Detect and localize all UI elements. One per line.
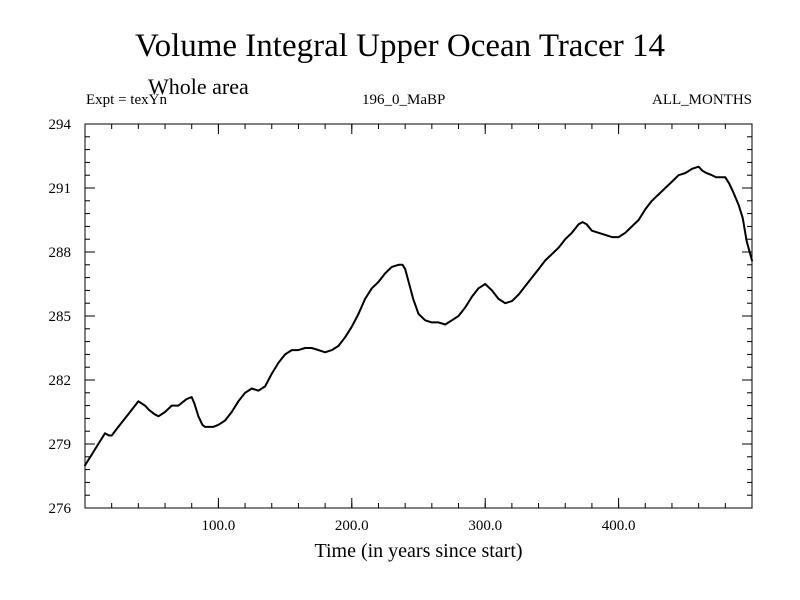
run-label: 196_0_MaBP xyxy=(362,92,446,108)
x-tick-label: 400.0 xyxy=(602,518,636,534)
months-label: ALL_MONTHS xyxy=(652,92,752,108)
chart-subtitle: Whole area xyxy=(148,74,249,99)
y-tick-label: 288 xyxy=(49,245,72,261)
x-tick-label: 200.0 xyxy=(335,518,369,534)
y-tick-label: 291 xyxy=(49,181,72,197)
y-tick-label: 276 xyxy=(49,501,72,517)
series-line xyxy=(84,165,753,467)
line-layer xyxy=(84,165,753,467)
y-tick-label: 294 xyxy=(49,117,72,133)
x-tick-label: 100.0 xyxy=(202,518,236,534)
x-tick-label: 300.0 xyxy=(468,518,502,534)
y-tick-label: 285 xyxy=(49,309,72,325)
plot-frame xyxy=(84,123,753,509)
ticks-layer: 100.0 200.0 300.0 400.0 276 279 282 285 288 291 29… xyxy=(49,117,752,534)
y-tick-label: 279 xyxy=(49,437,72,453)
experiment-label: Expt = texYn xyxy=(86,92,167,108)
x-axis-label: Time (in years since start) xyxy=(314,540,522,562)
y-tick-label: 282 xyxy=(49,373,72,389)
chart-title: Volume Integral Upper Ocean Tracer 14 xyxy=(135,28,665,64)
